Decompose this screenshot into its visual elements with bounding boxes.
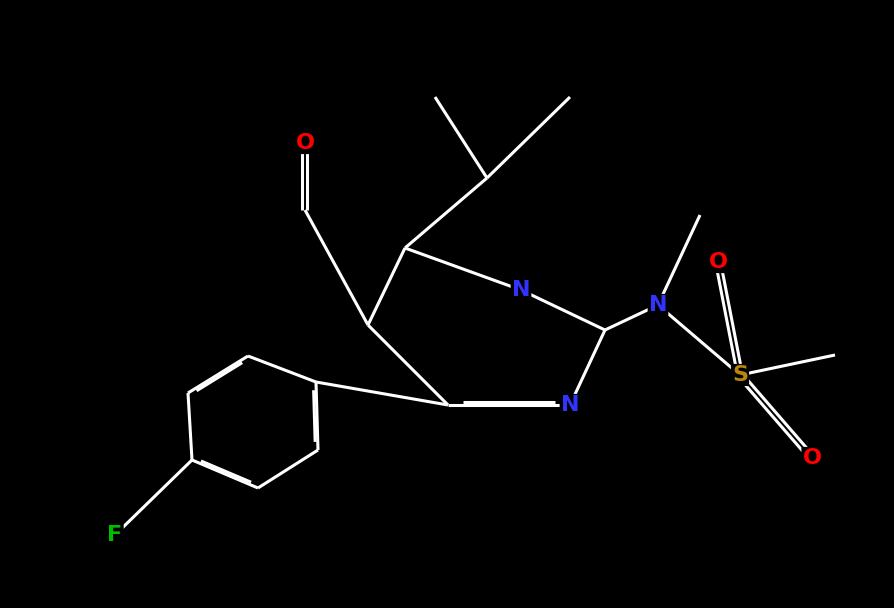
Text: N: N <box>511 280 529 300</box>
Text: O: O <box>295 133 314 153</box>
Text: S: S <box>731 365 747 385</box>
Text: N: N <box>561 395 578 415</box>
Text: N: N <box>648 295 667 315</box>
Text: O: O <box>708 252 727 272</box>
Text: O: O <box>802 448 821 468</box>
Text: F: F <box>107 525 122 545</box>
